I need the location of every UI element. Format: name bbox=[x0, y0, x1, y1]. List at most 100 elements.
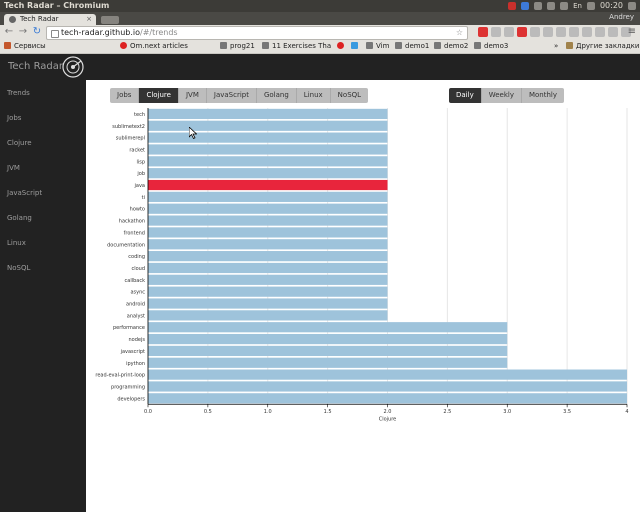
apps-grid-icon bbox=[4, 42, 11, 49]
clock[interactable]: 00:20 bbox=[599, 1, 623, 10]
category-label: lisp bbox=[136, 159, 145, 165]
bookmarks-bar: Сервисы Om.next articles prog21 11 Exerc… bbox=[0, 40, 640, 54]
tab-monthly[interactable]: Monthly bbox=[521, 88, 565, 103]
extension-icon[interactable] bbox=[491, 27, 501, 37]
trends-bar-chart: tech sublimetext2 sublimerepl racket lisp job… bbox=[95, 108, 629, 422]
bar-read-eval-print-loop[interactable] bbox=[148, 369, 627, 380]
bar-frontend[interactable] bbox=[148, 227, 388, 238]
extension-icon[interactable] bbox=[543, 27, 553, 37]
bar-javascript[interactable] bbox=[148, 345, 508, 357]
sidebar-item-linux[interactable]: Linux bbox=[7, 239, 26, 247]
tab-linux[interactable]: Linux bbox=[296, 88, 331, 103]
x-tick-label: 0.5 bbox=[204, 409, 212, 415]
sidebar-item-golang[interactable]: Golang bbox=[7, 214, 32, 222]
sidebar-item-nosql[interactable]: NoSQL bbox=[7, 264, 31, 272]
bar-android[interactable] bbox=[148, 298, 388, 309]
profile-user-name[interactable]: Andrey bbox=[609, 13, 634, 21]
power-gear-icon[interactable] bbox=[628, 2, 636, 10]
bookmarks-overflow-button[interactable]: » bbox=[554, 42, 559, 50]
bookmark-demo1[interactable]: demo1 bbox=[395, 40, 429, 53]
extension-icon[interactable] bbox=[608, 27, 618, 37]
bar-analyst[interactable] bbox=[148, 310, 388, 321]
extension-icon[interactable] bbox=[530, 27, 540, 37]
tab-close-icon[interactable]: × bbox=[86, 15, 92, 23]
back-arrow-icon[interactable]: ← bbox=[4, 26, 14, 37]
tab-weekly[interactable]: Weekly bbox=[481, 88, 522, 103]
sidebar-item-jvm[interactable]: JVM bbox=[7, 164, 20, 172]
bar-job[interactable] bbox=[148, 168, 388, 179]
browser-menu-icon[interactable]: ≡ bbox=[627, 26, 636, 37]
bar-cloud[interactable] bbox=[148, 262, 388, 274]
bar-coding[interactable] bbox=[148, 251, 388, 262]
bookmark-label: Сервисы bbox=[14, 42, 46, 50]
bar-ipython[interactable] bbox=[148, 357, 508, 368]
brand-title[interactable]: Tech Radar bbox=[8, 61, 64, 72]
sidebar-item-clojure[interactable]: Clojure bbox=[7, 139, 32, 147]
bar-java[interactable] bbox=[148, 179, 388, 191]
sidebar-item-trends[interactable]: Trends bbox=[7, 89, 30, 97]
bar-async[interactable] bbox=[148, 286, 388, 297]
bookmark-prog21[interactable]: prog21 bbox=[220, 40, 255, 53]
other-bookmarks[interactable]: Другие закладки bbox=[566, 40, 639, 53]
volume-icon[interactable] bbox=[586, 2, 595, 10]
extension-icon[interactable] bbox=[582, 27, 592, 37]
address-bar[interactable]: tech-radar.github.io/#/trends ☆ bbox=[46, 26, 468, 40]
tab-jobs[interactable]: Jobs bbox=[110, 88, 140, 103]
bookmark-om-next[interactable]: Om.next articles bbox=[120, 40, 188, 53]
bar-programming[interactable] bbox=[148, 381, 627, 392]
extension-icon[interactable] bbox=[595, 27, 605, 37]
category-label: howto bbox=[130, 207, 145, 213]
extension-icon[interactable] bbox=[621, 27, 631, 37]
mail-icon[interactable] bbox=[508, 2, 517, 10]
extension-icon[interactable] bbox=[504, 27, 514, 37]
extension-icon[interactable] bbox=[556, 27, 566, 37]
category-label: tech bbox=[134, 112, 145, 118]
bookmark-red-dot[interactable] bbox=[337, 40, 347, 53]
browser-tab-active[interactable]: Tech Radar × bbox=[4, 14, 96, 25]
network-icon[interactable] bbox=[547, 2, 556, 10]
forward-arrow-icon[interactable]: → bbox=[18, 26, 28, 37]
chromium-tray-icon[interactable] bbox=[521, 2, 530, 10]
bookmark-demo2[interactable]: demo2 bbox=[434, 40, 468, 53]
bookmark-twitter[interactable] bbox=[351, 40, 361, 53]
bar-developers[interactable] bbox=[148, 393, 627, 404]
tab-clojure[interactable]: Clojure bbox=[139, 88, 179, 103]
tab-daily[interactable]: Daily bbox=[449, 88, 482, 103]
keyboard-layout-icon[interactable] bbox=[560, 2, 569, 10]
extension-icon[interactable] bbox=[517, 27, 527, 37]
bar-sublimetext2[interactable] bbox=[148, 120, 388, 131]
bookmark-11-exercises[interactable]: 11 Exercises Tha bbox=[262, 40, 331, 53]
new-tab-button[interactable] bbox=[101, 16, 119, 24]
bookmark-demo3[interactable]: demo3 bbox=[474, 40, 508, 53]
bar-documentation[interactable] bbox=[148, 239, 388, 250]
tab-jvm[interactable]: JVM bbox=[178, 88, 207, 103]
category-label: java bbox=[134, 183, 145, 189]
bar-howto[interactable] bbox=[148, 203, 388, 214]
extension-icon[interactable] bbox=[569, 27, 579, 37]
page-info-icon[interactable] bbox=[51, 30, 59, 38]
bar-lisp[interactable] bbox=[148, 156, 388, 167]
keyboard-layout-label[interactable]: En bbox=[573, 2, 582, 10]
bar-sublimerepl[interactable] bbox=[148, 132, 388, 143]
category-label: programming bbox=[111, 384, 145, 390]
bar-callback[interactable] bbox=[148, 274, 388, 285]
reload-icon[interactable]: ↻ bbox=[32, 26, 42, 37]
bar-tech[interactable] bbox=[148, 108, 388, 120]
bar-nodejs[interactable] bbox=[148, 333, 508, 345]
sidebar-item-javascript[interactable]: JavaScript bbox=[7, 189, 43, 197]
bar-racket[interactable] bbox=[148, 144, 388, 155]
bookmark-services[interactable]: Сервисы bbox=[4, 40, 46, 53]
bookmark-vim[interactable]: Vim bbox=[366, 40, 389, 53]
bookmark-star-icon[interactable]: ☆ bbox=[455, 28, 463, 37]
tab-golang[interactable]: Golang bbox=[256, 88, 297, 103]
system-tray: En 00:20 bbox=[508, 0, 636, 12]
tab-javascript[interactable]: JavaScript bbox=[206, 88, 257, 103]
bar-performance[interactable] bbox=[148, 322, 508, 333]
bar-hackathon[interactable] bbox=[148, 215, 388, 226]
sidebar-item-jobs[interactable]: Jobs bbox=[7, 114, 22, 122]
adblock-extension-icon[interactable] bbox=[478, 27, 488, 37]
dropbox-icon[interactable] bbox=[534, 2, 543, 10]
tab-nosql[interactable]: NoSQL bbox=[330, 88, 369, 103]
bar-ti[interactable] bbox=[148, 191, 388, 202]
category-label: documentation bbox=[107, 242, 145, 248]
